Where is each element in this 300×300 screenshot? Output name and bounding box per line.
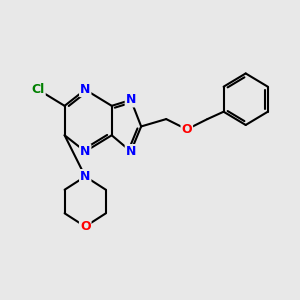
Text: N: N: [126, 145, 136, 158]
Text: N: N: [80, 170, 90, 183]
Text: N: N: [80, 145, 90, 158]
Text: Cl: Cl: [32, 83, 45, 96]
Text: N: N: [80, 83, 90, 96]
Text: O: O: [80, 220, 91, 233]
Text: O: O: [182, 123, 192, 136]
Text: N: N: [126, 93, 136, 106]
